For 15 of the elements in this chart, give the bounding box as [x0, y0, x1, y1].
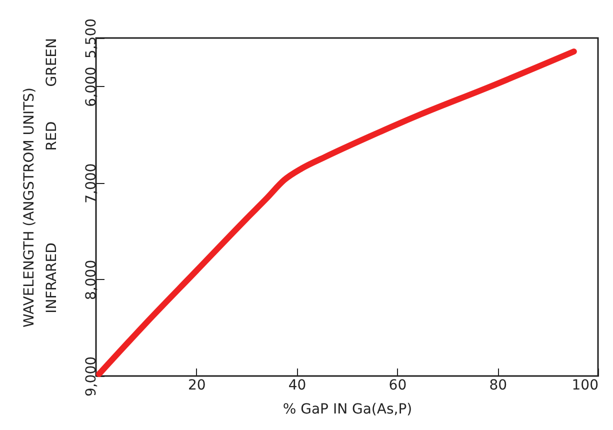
text: INFRARED — [44, 242, 60, 314]
x-tick-label: 60 — [388, 378, 407, 394]
text: GREEN — [44, 38, 60, 87]
x-tick-label: 20 — [188, 378, 206, 394]
x-axis-title: % GaP IN Ga(As,P) — [282, 402, 412, 418]
y-tick-label: 5,500 — [84, 18, 100, 59]
x-tick-label: 80 — [489, 378, 508, 394]
y-tick-label: 6,000 — [84, 66, 100, 107]
x-tick-label: 40 — [288, 378, 306, 394]
y-tick-label: 8,000 — [84, 260, 100, 300]
text: RED — [44, 121, 60, 151]
y-axis-title: WAVELENGTH (ANGSTROM UNITS) — [22, 87, 38, 328]
x-tick-label: 100 — [572, 378, 598, 394]
y-tick-label: 7,000 — [84, 163, 100, 204]
y-tick-label: 9,000 — [84, 356, 100, 397]
